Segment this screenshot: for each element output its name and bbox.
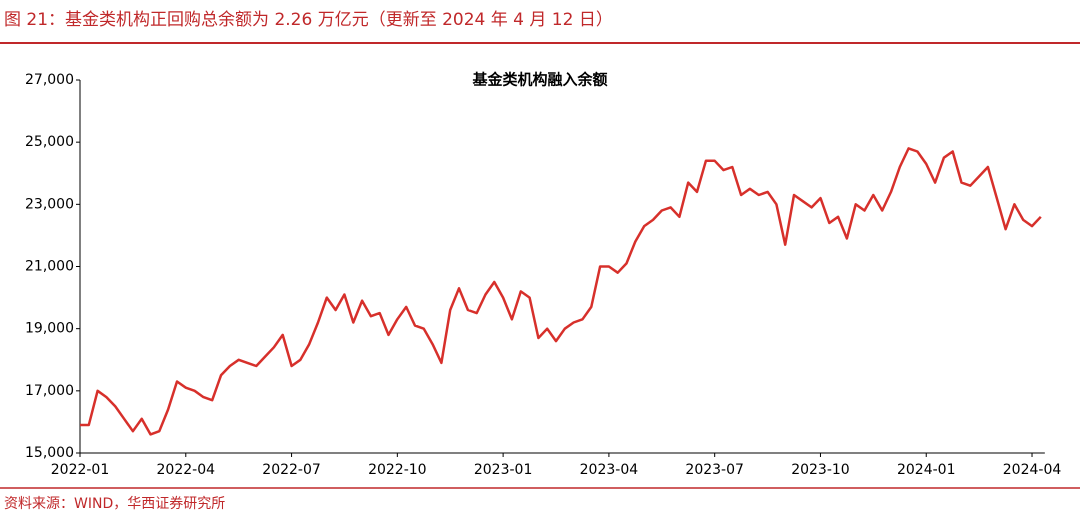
chart-title: 基金类机构融入余额 [471,71,607,89]
data-line [80,147,1042,436]
x-tick-label: 2023-01 [474,462,533,478]
y-tick-label: 21,000 [25,259,74,275]
figure-title: 图 21：基金类机构正回购总余额为 2.26 万亿元（更新至 2024 年 4 … [4,10,613,30]
y-tick-label: 25,000 [25,134,74,150]
x-tick-label: 2023-10 [791,462,850,478]
y-tick-label: 19,000 [25,321,74,337]
y-tick-label: 15,000 [25,445,74,461]
source: 资料来源：WIND，华西证券研究所 [4,496,225,512]
y-tick-label: 17,000 [25,383,74,399]
x-tick-label: 2022-04 [157,462,216,478]
x-tick-label: 2024-04 [1003,462,1062,478]
y-tick-label: 27,000 [25,72,74,88]
x-tick-label: 2022-01 [51,462,110,478]
x-tick-label: 2023-04 [580,462,639,478]
y-tick-label: 23,000 [25,196,74,212]
x-tick-label: 2023-07 [685,462,744,478]
x-tick-label: 2024-01 [897,462,956,478]
x-tick-label: 2022-07 [262,462,321,478]
x-tick-label: 2022-10 [368,462,427,478]
